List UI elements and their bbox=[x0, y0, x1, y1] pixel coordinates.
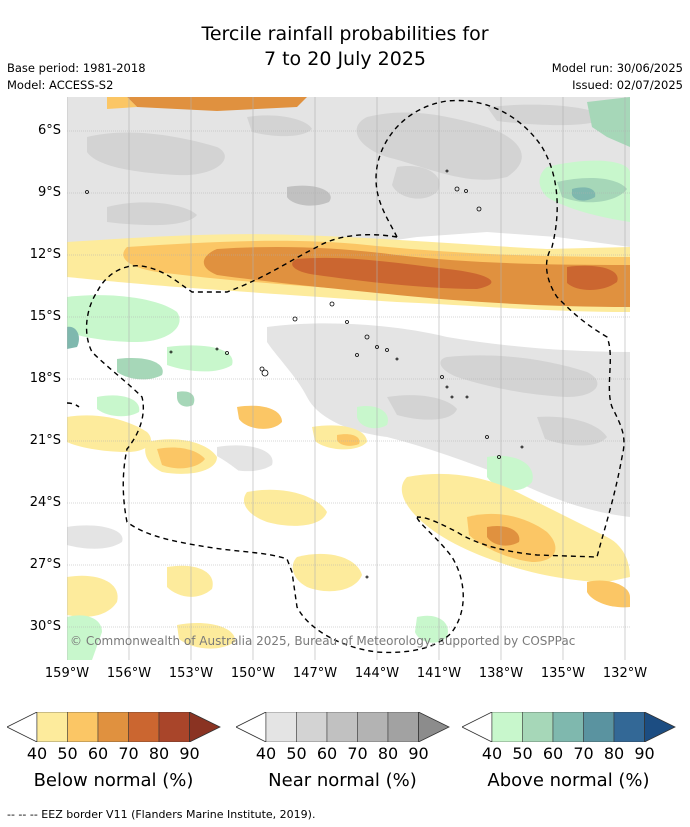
below-tick: 40 bbox=[26, 744, 48, 763]
near-tick: 50 bbox=[286, 744, 307, 763]
lat-label: 6°S bbox=[37, 123, 61, 138]
rainfall-map: © Commonwealth of Australia 2025, Bureau… bbox=[67, 97, 630, 660]
near-swatch bbox=[357, 712, 389, 742]
near-swatch bbox=[265, 712, 297, 742]
above-swatch bbox=[613, 712, 645, 742]
lat-label: 18°S bbox=[29, 371, 61, 386]
near-tick: 90 bbox=[408, 744, 429, 763]
near-swatch bbox=[296, 712, 328, 742]
base-period: Base period: 1981-2018 bbox=[7, 61, 146, 75]
near-swatch-upper bbox=[418, 712, 450, 742]
colorbar-below-normal bbox=[7, 712, 221, 742]
near-swatch bbox=[326, 712, 358, 742]
below-tick: 90 bbox=[179, 744, 200, 763]
lat-label: 21°S bbox=[29, 433, 61, 448]
below-title: Below normal (%) bbox=[33, 770, 194, 791]
lat-label: 12°S bbox=[29, 247, 61, 262]
lat-label: 27°S bbox=[29, 557, 61, 572]
above-swatch bbox=[552, 712, 584, 742]
above-swatch-upper bbox=[644, 712, 676, 742]
below-tick: 80 bbox=[148, 744, 170, 763]
above-swatch-lower bbox=[462, 712, 493, 742]
colorbar-above-normal bbox=[462, 712, 676, 742]
copyright-notice: © Commonwealth of Australia 2025, Bureau… bbox=[70, 634, 576, 648]
lon-label: 153°W bbox=[168, 666, 214, 681]
lat-label: 9°S bbox=[37, 185, 61, 200]
below-tick: 50 bbox=[57, 744, 78, 763]
lon-label: 156°W bbox=[106, 666, 152, 681]
map-title: Tercile rainfall probabilities for 7 to … bbox=[0, 22, 690, 72]
title-line-2: 7 to 20 July 2025 bbox=[263, 48, 427, 70]
lon-label: 150°W bbox=[230, 666, 276, 681]
above-swatch bbox=[583, 712, 615, 742]
below-tick: 60 bbox=[87, 744, 109, 763]
lat-label: 24°S bbox=[29, 495, 61, 510]
near-tick: 40 bbox=[255, 744, 277, 763]
below-swatch bbox=[97, 712, 129, 742]
near-swatch-lower bbox=[236, 712, 267, 742]
above-swatch bbox=[522, 712, 554, 742]
issued-date: Issued: 02/07/2025 bbox=[572, 78, 683, 92]
near-title: Near normal (%) bbox=[268, 770, 417, 791]
lon-label: 159°W bbox=[44, 666, 90, 681]
near-swatch bbox=[387, 712, 419, 742]
above-title: Above normal (%) bbox=[487, 770, 650, 791]
colorbar-near-normal bbox=[236, 712, 450, 742]
below-swatch-upper bbox=[189, 712, 221, 742]
below-swatch-lower bbox=[7, 712, 38, 742]
meta-right: Model run: 30/06/2025 Issued: 02/07/2025 bbox=[552, 60, 683, 94]
above-tick: 80 bbox=[603, 744, 625, 763]
below-swatch bbox=[128, 712, 160, 742]
near-tick: 60 bbox=[316, 744, 338, 763]
lon-label: 144°W bbox=[354, 666, 400, 681]
above-tick: 90 bbox=[634, 744, 655, 763]
lat-label: 30°S bbox=[29, 619, 61, 634]
above-tick: 60 bbox=[542, 744, 564, 763]
model-run: Model run: 30/06/2025 bbox=[551, 61, 683, 75]
below-swatch bbox=[36, 712, 68, 742]
below-tick: 70 bbox=[118, 744, 139, 763]
title-line-1: Tercile rainfall probabilities for bbox=[201, 23, 489, 45]
below-swatch bbox=[67, 712, 99, 742]
meta-left: Base period: 1981-2018 Model: ACCESS-S2 bbox=[7, 60, 146, 94]
model-name: Model: ACCESS-S2 bbox=[7, 78, 114, 92]
near-tick: 80 bbox=[377, 744, 399, 763]
above-tick: 40 bbox=[481, 744, 503, 763]
lon-label: 147°W bbox=[292, 666, 338, 681]
lon-label: 138°W bbox=[478, 666, 524, 681]
above-tick: 70 bbox=[573, 744, 594, 763]
lon-label: 135°W bbox=[540, 666, 586, 681]
near-tick: 70 bbox=[347, 744, 368, 763]
lon-label: 132°W bbox=[602, 666, 648, 681]
above-tick: 50 bbox=[512, 744, 533, 763]
eez-footer-note: -- -- -- EEZ border V11 (Flanders Marine… bbox=[7, 808, 316, 821]
below-swatch bbox=[158, 712, 190, 742]
lon-label: 141°W bbox=[416, 666, 462, 681]
lat-label: 15°S bbox=[29, 309, 61, 324]
map-canvas bbox=[67, 97, 630, 660]
above-swatch bbox=[491, 712, 523, 742]
